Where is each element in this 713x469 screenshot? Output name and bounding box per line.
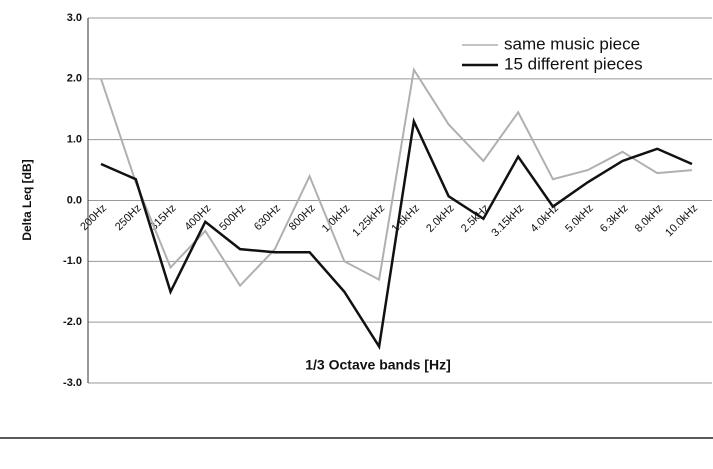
x-tick-label: 400Hz xyxy=(183,202,214,233)
x-tick-label: 5.0kHz xyxy=(563,202,596,235)
x-tick-label: 8.0kHz xyxy=(633,202,666,235)
x-tick-label: 630Hz xyxy=(252,202,283,233)
x-tick-label: 250Hz xyxy=(113,202,144,233)
x-tick-label: 315Hz xyxy=(148,202,179,233)
x-tick-label: 500Hz xyxy=(217,202,248,233)
legend-label: 15 different pieces xyxy=(504,54,643,73)
x-tick-label: 1.25kHz xyxy=(350,202,387,239)
y-tick-label: -2.0 xyxy=(63,316,82,328)
x-tick-label: 4.0kHz xyxy=(528,202,561,235)
x-tick-label: 1.0kHz xyxy=(320,202,353,235)
x-tick-label: 10.0kHz xyxy=(663,202,700,239)
y-tick-label: -3.0 xyxy=(63,377,82,389)
y-axis-title: Delta Leq [dB] xyxy=(20,159,34,240)
y-tick-label: -1.0 xyxy=(63,255,82,267)
y-tick-label: 3.0 xyxy=(67,12,82,24)
series-line xyxy=(100,66,693,288)
series-line xyxy=(100,117,693,350)
x-tick-label: 3.15kHz xyxy=(489,202,526,239)
y-tick-label: 1.0 xyxy=(67,134,82,146)
y-tick-label: 2.0 xyxy=(67,73,82,85)
y-tick-label: 0.0 xyxy=(67,194,82,206)
x-tick-label: 200Hz xyxy=(78,202,109,233)
x-tick-label: 1.6kHz xyxy=(389,202,422,235)
x-tick-label: 800Hz xyxy=(287,202,318,233)
x-axis-title: 1/3 Octave bands [Hz] xyxy=(305,357,451,373)
legend-label: same music piece xyxy=(504,34,640,53)
x-tick-label: 6.3kHz xyxy=(598,202,631,235)
x-tick-label: 2.0kHz xyxy=(424,202,457,235)
